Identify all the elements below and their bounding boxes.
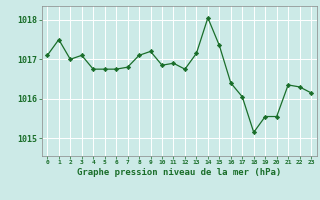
X-axis label: Graphe pression niveau de la mer (hPa): Graphe pression niveau de la mer (hPa) [77,168,281,177]
